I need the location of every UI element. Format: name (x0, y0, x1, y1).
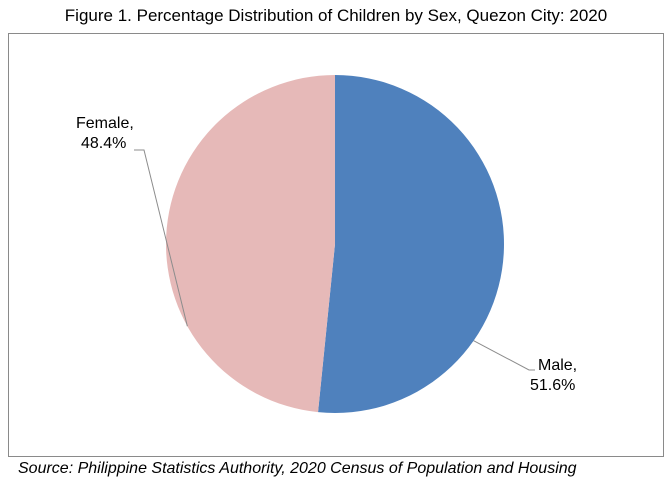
source-note: Source: Philippine Statistics Authority,… (18, 460, 577, 477)
female-label-value: 48.4% (81, 135, 127, 152)
male-label-value: 51.6% (530, 377, 576, 394)
chart-frame (8, 33, 664, 457)
pie-slice-male (318, 75, 504, 413)
female-slice-label: Female, 48.4% (76, 114, 134, 154)
female-label-name: Female, (76, 115, 134, 132)
male-slice-label: Male, 51.6% (530, 356, 578, 396)
leader-line-male (473, 340, 535, 371)
chart-title: Figure 1. Percentage Distribution of Chi… (64, 6, 608, 25)
pie-slice-female (165, 75, 335, 413)
male-label-name: Male, (538, 357, 578, 374)
leader-line-female (134, 149, 188, 327)
